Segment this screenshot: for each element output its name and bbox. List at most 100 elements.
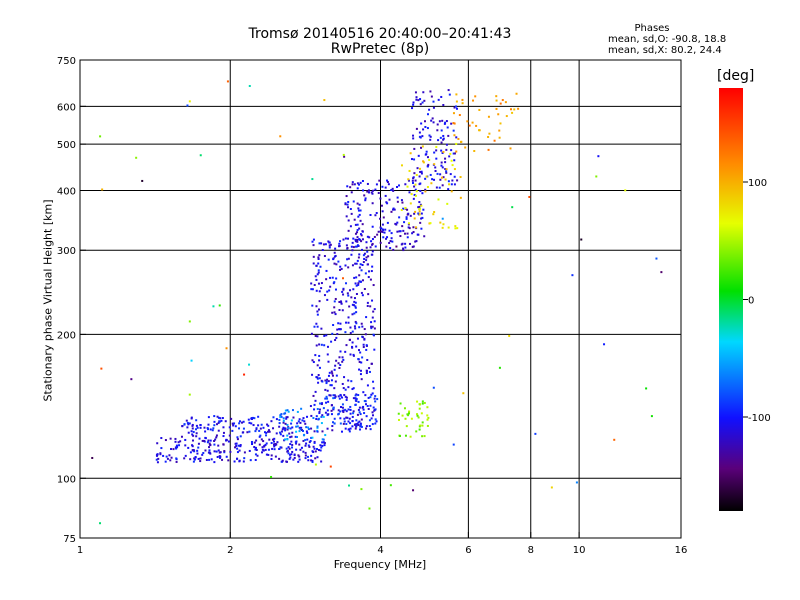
echo-point bbox=[360, 425, 363, 428]
colorbar-tick-label: -100 bbox=[748, 413, 771, 424]
echo-point bbox=[367, 396, 370, 399]
echo-point bbox=[311, 240, 314, 243]
echo-point bbox=[398, 216, 401, 219]
echo-point bbox=[462, 392, 465, 395]
echo-point bbox=[334, 297, 337, 300]
echo-point bbox=[320, 327, 323, 330]
echo-point bbox=[505, 115, 508, 118]
echo-point bbox=[253, 441, 256, 444]
echo-point bbox=[162, 454, 165, 457]
echo-point bbox=[279, 414, 282, 417]
echo-point bbox=[348, 305, 351, 308]
echo-point bbox=[254, 446, 257, 449]
echo-point bbox=[366, 250, 369, 253]
echo-point bbox=[275, 418, 278, 421]
echo-point bbox=[314, 275, 317, 278]
echo-point bbox=[345, 321, 348, 324]
echo-point bbox=[411, 232, 414, 235]
echo-point bbox=[446, 202, 449, 205]
echo-point bbox=[204, 430, 207, 433]
echo-point bbox=[233, 460, 236, 463]
echo-point bbox=[344, 408, 347, 411]
echo-point bbox=[455, 142, 458, 145]
echo-point bbox=[370, 417, 373, 420]
echo-point bbox=[440, 95, 443, 98]
echo-point bbox=[272, 416, 275, 419]
echo-point bbox=[322, 415, 325, 418]
echo-point bbox=[432, 100, 435, 103]
echo-point bbox=[291, 443, 294, 446]
echo-point bbox=[357, 421, 360, 424]
echo-point bbox=[261, 451, 264, 454]
echo-point bbox=[213, 443, 216, 446]
echo-point bbox=[420, 170, 423, 173]
echo-point bbox=[413, 185, 416, 188]
echo-point bbox=[208, 442, 211, 445]
echo-point bbox=[346, 292, 349, 295]
echo-point bbox=[580, 238, 583, 241]
echo-point bbox=[358, 360, 361, 363]
echo-point bbox=[368, 370, 371, 373]
echo-point bbox=[366, 358, 369, 361]
echo-point bbox=[222, 426, 225, 429]
echo-point bbox=[291, 431, 294, 434]
echo-point bbox=[265, 431, 268, 434]
echo-point bbox=[304, 454, 307, 457]
echo-point bbox=[498, 366, 501, 369]
echo-point bbox=[410, 193, 413, 196]
echo-point bbox=[319, 402, 322, 405]
echo-point bbox=[453, 152, 456, 155]
echo-point bbox=[193, 457, 196, 460]
echo-point bbox=[219, 455, 222, 458]
echo-point bbox=[412, 134, 415, 137]
echo-point bbox=[409, 435, 412, 438]
echo-point bbox=[418, 135, 421, 138]
echo-point bbox=[301, 419, 304, 422]
echo-point bbox=[373, 348, 376, 351]
echo-point bbox=[344, 427, 347, 430]
echo-point bbox=[466, 120, 469, 123]
echo-point bbox=[318, 408, 321, 411]
echo-point bbox=[370, 362, 373, 365]
echo-point bbox=[353, 304, 356, 307]
echo-point bbox=[433, 151, 436, 154]
echo-point bbox=[350, 253, 353, 256]
echo-point bbox=[284, 422, 287, 425]
echo-point bbox=[415, 430, 418, 433]
echo-point bbox=[360, 240, 363, 243]
echo-point bbox=[414, 194, 417, 197]
echo-point bbox=[399, 402, 402, 405]
echo-point bbox=[419, 221, 422, 224]
echo-point bbox=[361, 325, 364, 328]
echo-point bbox=[286, 428, 289, 431]
echo-point bbox=[188, 320, 191, 323]
echo-point bbox=[349, 332, 352, 335]
echo-point bbox=[414, 240, 417, 243]
echo-point bbox=[358, 280, 361, 283]
echo-point bbox=[254, 453, 257, 456]
echo-point bbox=[356, 337, 359, 340]
echo-point bbox=[451, 164, 454, 167]
echo-point bbox=[212, 305, 215, 308]
echo-point bbox=[402, 207, 405, 210]
echo-point bbox=[345, 215, 348, 218]
echo-point bbox=[341, 409, 344, 412]
echo-point bbox=[284, 429, 287, 432]
echo-point bbox=[353, 276, 356, 279]
echo-point bbox=[406, 208, 409, 211]
echo-point bbox=[260, 423, 263, 426]
echo-point bbox=[447, 89, 450, 92]
echo-point bbox=[236, 451, 239, 454]
echo-point bbox=[351, 330, 354, 333]
echo-point bbox=[416, 167, 419, 170]
echo-point bbox=[318, 377, 321, 380]
echo-point bbox=[345, 398, 348, 401]
echo-point bbox=[199, 460, 202, 463]
echo-point bbox=[356, 422, 359, 425]
echo-point bbox=[422, 91, 425, 94]
echo-point bbox=[217, 416, 220, 419]
echo-point bbox=[156, 453, 159, 456]
echo-point bbox=[440, 129, 443, 132]
echo-point bbox=[250, 440, 253, 443]
echo-point bbox=[509, 147, 512, 150]
